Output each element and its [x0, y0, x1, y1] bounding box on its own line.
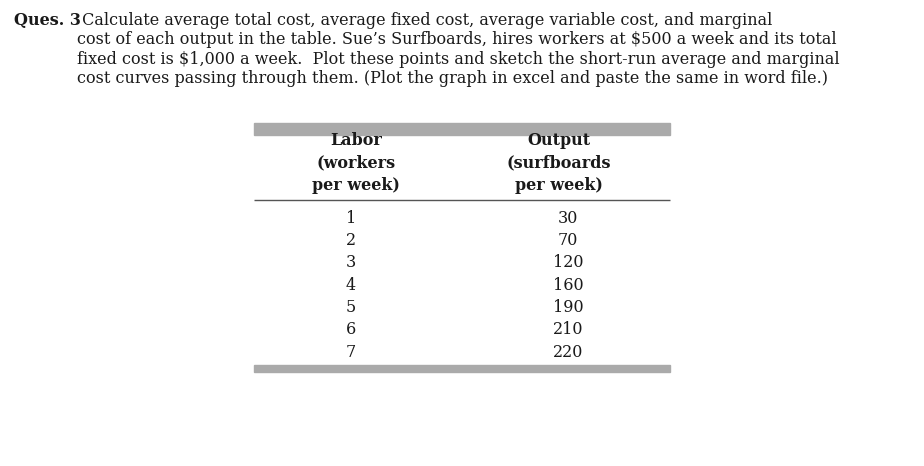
- Text: 30: 30: [558, 210, 578, 226]
- Text: 2: 2: [346, 232, 356, 249]
- Text: 210: 210: [553, 322, 584, 338]
- Text: 7: 7: [346, 344, 357, 361]
- Text: Output: Output: [528, 132, 590, 149]
- Text: (workers: (workers: [316, 155, 395, 171]
- Text: (surfboards: (surfboards: [506, 155, 612, 171]
- Text: Calculate average total cost, average fixed cost, average variable cost, and mar: Calculate average total cost, average fi…: [77, 12, 839, 88]
- Text: 3: 3: [346, 254, 357, 271]
- Text: per week): per week): [515, 177, 603, 194]
- Bar: [254, 123, 670, 135]
- Text: 70: 70: [558, 232, 578, 249]
- Text: Ques. 3: Ques. 3: [14, 12, 80, 28]
- Text: 190: 190: [553, 299, 584, 316]
- Text: 160: 160: [553, 277, 584, 294]
- Text: Labor: Labor: [330, 132, 382, 149]
- Text: 6: 6: [346, 322, 357, 338]
- Text: 120: 120: [553, 254, 584, 271]
- Text: 220: 220: [553, 344, 583, 361]
- Bar: [254, 365, 670, 372]
- Text: 1: 1: [346, 210, 357, 226]
- Text: 5: 5: [346, 299, 357, 316]
- Text: per week): per week): [311, 177, 400, 194]
- Text: 4: 4: [346, 277, 356, 294]
